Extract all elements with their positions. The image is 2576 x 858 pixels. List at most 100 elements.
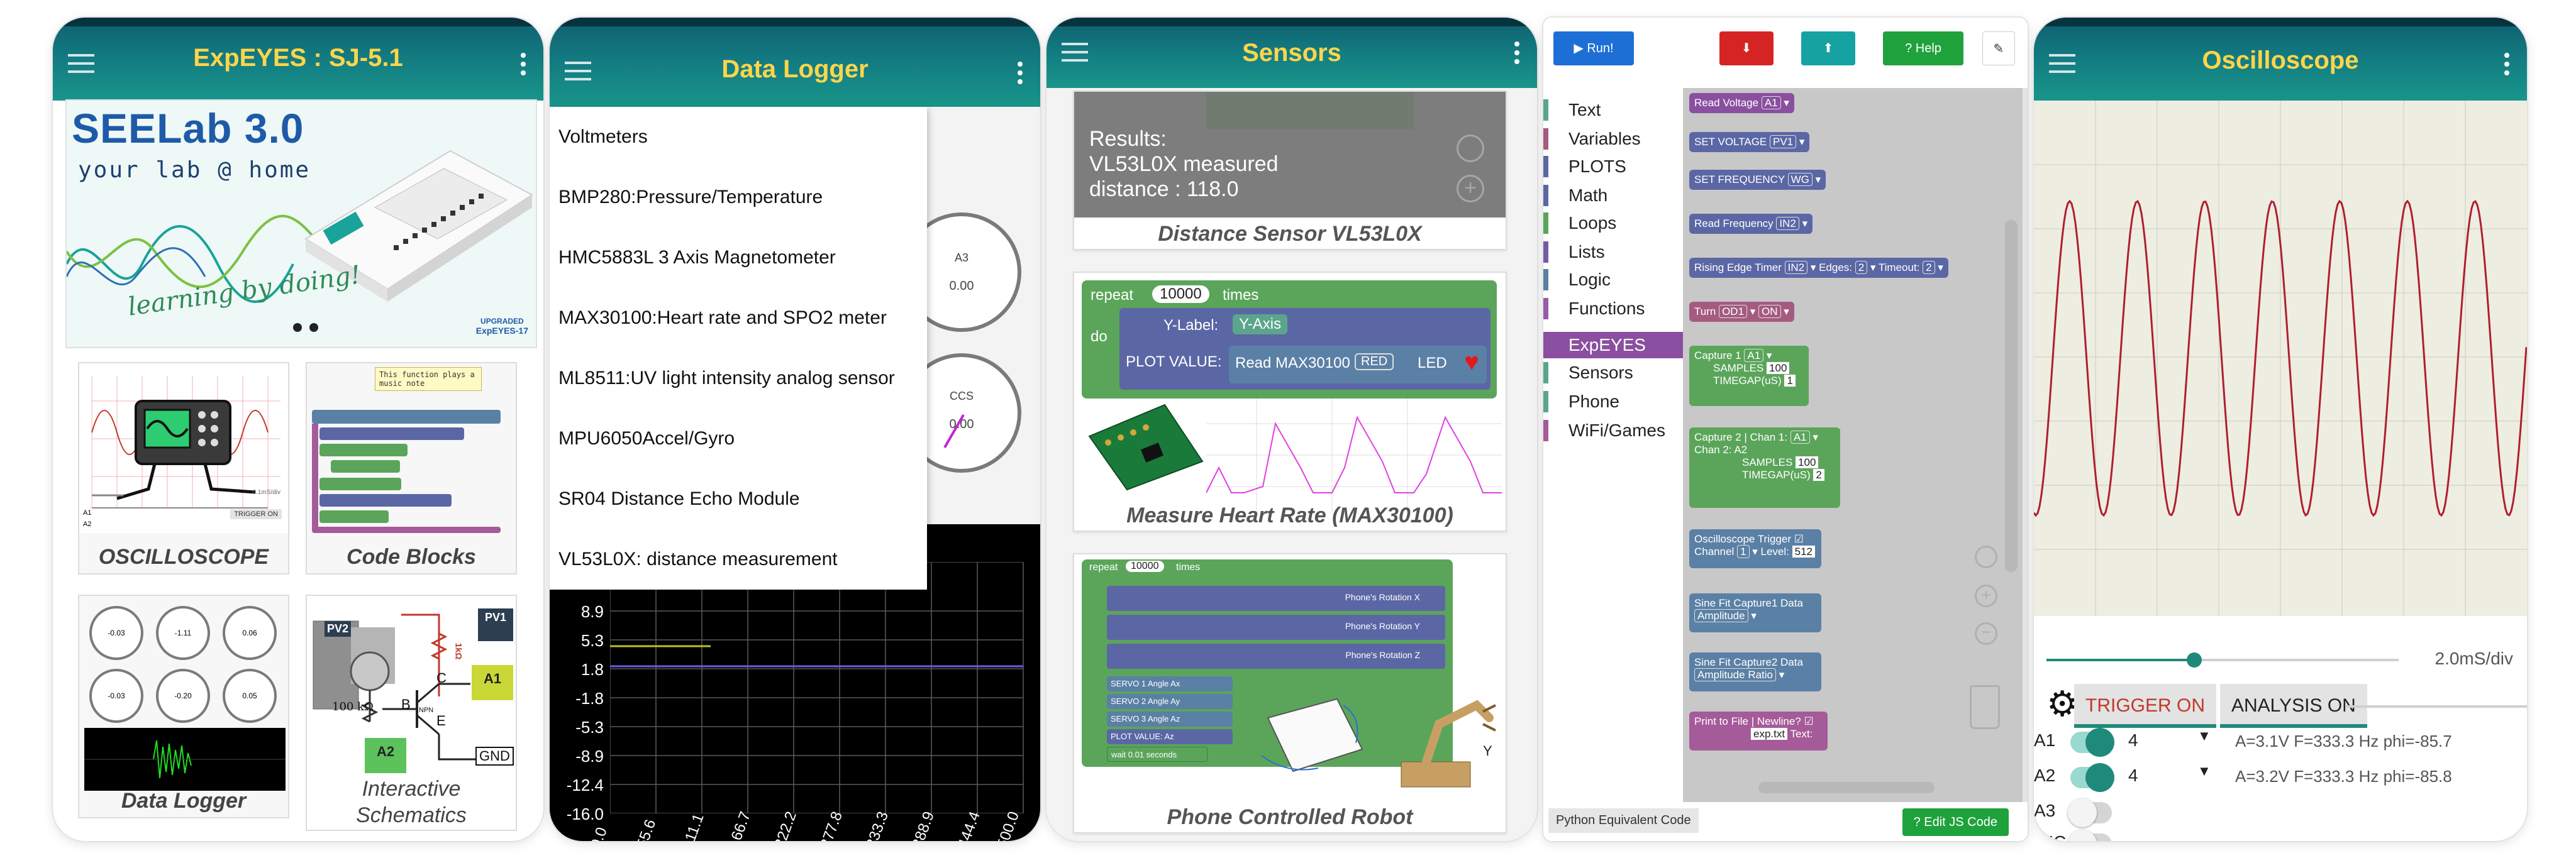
block-read-frequency[interactable]: Read Frequency IN2 ▾ bbox=[1689, 214, 1813, 234]
x-tick: 333.3 bbox=[863, 809, 892, 841]
menu-item-max30100[interactable]: MAX30100:Heart rate and SPO2 meter bbox=[558, 307, 887, 328]
help-button[interactable]: ? Help bbox=[1883, 31, 1963, 65]
x-tick: 55.6 bbox=[633, 817, 660, 841]
block-set-voltage[interactable]: SET VOLTAGE PV1 ▾ bbox=[1689, 132, 1810, 152]
more-options-icon[interactable] bbox=[1514, 41, 1519, 64]
settings-wrench-button[interactable]: ✎ bbox=[1982, 31, 2015, 65]
zoom-in-icon[interactable]: + bbox=[1457, 175, 1484, 202]
channel-a3-toggle[interactable] bbox=[2068, 798, 2112, 827]
menu-item-ml8511[interactable]: ML8511:UV light intensity analog sensor bbox=[558, 368, 895, 388]
run-button[interactable]: ▶ Run! bbox=[1553, 31, 1634, 65]
tile-data-logger[interactable]: -0.03 -1.11 0.06 -0.03 -0.20 0.05 Data L… bbox=[78, 595, 289, 818]
trigger-toggle[interactable]: TRIGGER ON bbox=[2074, 684, 2217, 728]
robot-repeat-count[interactable]: 10000 bbox=[1126, 561, 1164, 572]
menu-icon[interactable] bbox=[1062, 43, 1088, 62]
osc-tile-time: 0.1mS/div bbox=[252, 489, 280, 496]
more-options-icon[interactable] bbox=[521, 53, 526, 75]
chevron-down-icon[interactable]: ▼ bbox=[2197, 728, 2211, 744]
carousel-dots[interactable] bbox=[293, 323, 319, 335]
toolbox-logic[interactable]: Logic bbox=[1543, 267, 1683, 293]
phone-data-logger: Data Logger A3 0.00 CCS 0.00 Voltmeters … bbox=[550, 18, 1040, 841]
card-robot[interactable]: repeat 10000 times Phone's Rotation X Ph… bbox=[1073, 553, 1507, 833]
block-capture1[interactable]: Capture 1 A1 ▾ SAMPLES 100 TIMEGAP(uS) 1 bbox=[1689, 346, 1809, 406]
toolbox-lists[interactable]: Lists bbox=[1543, 239, 1683, 265]
menu-icon[interactable] bbox=[2049, 54, 2075, 73]
ylabel-value[interactable]: Y-Axis bbox=[1233, 314, 1288, 334]
tile-interactive-schematics[interactable]: PV2 PV1 A1 A2 GND 100 kΩ 1kΩ B C E NPN I… bbox=[306, 595, 517, 831]
divider-line bbox=[2346, 705, 2527, 708]
menu-icon[interactable] bbox=[68, 54, 94, 73]
app-bar: Data Logger bbox=[550, 18, 1040, 107]
channel-a2-range[interactable]: 4 bbox=[2128, 766, 2138, 785]
block-capture2[interactable]: Capture 2 | Chan 1: A1 ▾ Chan 2: A2 SAMP… bbox=[1689, 427, 1840, 508]
checkbox-icon: ☑ bbox=[1794, 533, 1804, 545]
menu-item-sr04[interactable]: SR04 Distance Echo Module bbox=[558, 488, 800, 509]
block-print-file[interactable]: Print to File | Newline? ☑ exp.txt Text: bbox=[1689, 712, 1828, 751]
toolbox-plots-label: PLOTS bbox=[1568, 157, 1626, 176]
scope-waveform bbox=[2034, 101, 2527, 616]
zoom-out-icon[interactable]: − bbox=[1975, 622, 1997, 645]
tile-code-blocks[interactable]: This function plays a music note Code Bl… bbox=[306, 362, 517, 575]
oscilloscope-screen[interactable] bbox=[2034, 101, 2527, 616]
upload-button[interactable]: ⬆ bbox=[1801, 31, 1855, 65]
channel-a2-toggle[interactable] bbox=[2070, 763, 2114, 792]
menu-item-voltmeters[interactable]: Voltmeters bbox=[558, 126, 648, 147]
channel-mic-toggle[interactable] bbox=[2068, 830, 2112, 841]
center-icon[interactable] bbox=[1975, 546, 1997, 568]
channel-a1-range[interactable]: 4 bbox=[2128, 730, 2138, 750]
more-options-icon[interactable] bbox=[1018, 62, 1023, 84]
sensor-dropdown-menu: Voltmeters BMP280:Pressure/Temperature H… bbox=[550, 107, 927, 590]
more-options-icon[interactable] bbox=[2504, 53, 2509, 75]
block-turn[interactable]: Turn OD1 ▾ ON ▾ bbox=[1689, 302, 1794, 322]
wrench-icon: ✎ bbox=[1993, 42, 2004, 56]
menu-icon[interactable] bbox=[565, 62, 591, 80]
blockly-workspace[interactable]: Text Variables PLOTS Math Loops Lists Lo… bbox=[1543, 88, 2028, 802]
toolbox-functions[interactable]: Functions bbox=[1543, 295, 1683, 322]
x-axis-labels: 0.0 55.6 111.1 166.7 222.2 277.8 333.3 3… bbox=[587, 810, 1023, 841]
toolbox-loops[interactable]: Loops bbox=[1543, 210, 1683, 236]
tile-oscilloscope[interactable]: 0.1mS/div TRIGGER ON A1 A2 OSCILLOSCOPE bbox=[78, 362, 289, 575]
block-sine-fit-1[interactable]: Sine Fit Capture1 Data Amplitude ▾ bbox=[1689, 593, 1821, 632]
toolbox-expeyes[interactable]: ExpEYES bbox=[1543, 332, 1683, 358]
menu-item-mpu6050[interactable]: MPU6050Accel/Gyro bbox=[558, 428, 735, 449]
red-dropdown[interactable]: RED bbox=[1355, 353, 1394, 370]
menu-item-bmp280[interactable]: BMP280:Pressure/Temperature bbox=[558, 187, 823, 207]
download-button[interactable]: ⬇ bbox=[1719, 31, 1774, 65]
toolbox-math[interactable]: Math bbox=[1543, 182, 1683, 209]
workspace-scrollbar[interactable] bbox=[2005, 220, 2018, 572]
card-heart-rate[interactable]: repeat 10000 times do Y-Label: Y-Axis PL… bbox=[1073, 272, 1507, 532]
block-rising-edge[interactable]: Rising Edge Timer IN2 ▾ Edges: 2 ▾ Timeo… bbox=[1689, 258, 1948, 278]
logger-grid bbox=[610, 562, 1024, 813]
trash-icon[interactable] bbox=[1970, 685, 2000, 729]
block-read-voltage[interactable]: Read Voltage A1 ▾ bbox=[1689, 93, 1794, 113]
workspace-hscrollbar[interactable] bbox=[1758, 782, 1935, 793]
card-distance-sensor[interactable]: Results: VL53L0X measured distance : 118… bbox=[1073, 91, 1507, 250]
times-label: times bbox=[1223, 287, 1259, 304]
channel-a1-toggle[interactable] bbox=[2070, 728, 2114, 757]
block-sine-fit-2[interactable]: Sine Fit Capture2 Data Amplitude Ratio ▾ bbox=[1689, 652, 1821, 691]
waves-graphic bbox=[67, 214, 326, 303]
toolbox-wifi-games[interactable]: WiFi/Games bbox=[1543, 417, 1683, 444]
repeat-count[interactable]: 10000 bbox=[1152, 285, 1209, 303]
max30100-module-image bbox=[1088, 404, 1204, 491]
timebase-slider[interactable] bbox=[2046, 652, 2399, 668]
analysis-toggle[interactable]: ANALYSIS ON bbox=[2220, 684, 2367, 728]
python-code-tab[interactable]: Python Equivalent Code bbox=[1548, 808, 1699, 833]
menu-item-vl53l0x[interactable]: VL53L0X: distance measurement bbox=[558, 549, 838, 569]
block-osc-trigger[interactable]: Oscilloscope Trigger ☑ Channel 1 ▾ Level… bbox=[1689, 529, 1821, 568]
toolbox-plots[interactable]: PLOTS bbox=[1543, 153, 1683, 180]
slider-thumb[interactable] bbox=[2187, 652, 2202, 668]
edit-js-button[interactable]: ? Edit JS Code bbox=[1902, 808, 2009, 836]
x-tick: 277.8 bbox=[817, 809, 846, 841]
block-set-frequency[interactable]: SET FREQUENCY WG ▾ bbox=[1689, 170, 1826, 190]
x-tick: 388.9 bbox=[909, 809, 938, 841]
menu-item-hmc5883l[interactable]: HMC5883L 3 Axis Magnetometer bbox=[558, 247, 836, 268]
toolbox-phone[interactable]: Phone bbox=[1543, 388, 1683, 415]
zoom-in-icon[interactable]: + bbox=[1975, 585, 1997, 607]
toolbox-sensors[interactable]: Sensors bbox=[1543, 360, 1683, 386]
gear-icon[interactable]: ⚙ bbox=[2046, 684, 2079, 723]
toolbox-expeyes-label: ExpEYES bbox=[1568, 335, 1646, 355]
toolbox-text[interactable]: Text bbox=[1543, 97, 1683, 123]
chevron-down-icon[interactable]: ▼ bbox=[2197, 763, 2211, 779]
toolbox-variables[interactable]: Variables bbox=[1543, 126, 1683, 152]
